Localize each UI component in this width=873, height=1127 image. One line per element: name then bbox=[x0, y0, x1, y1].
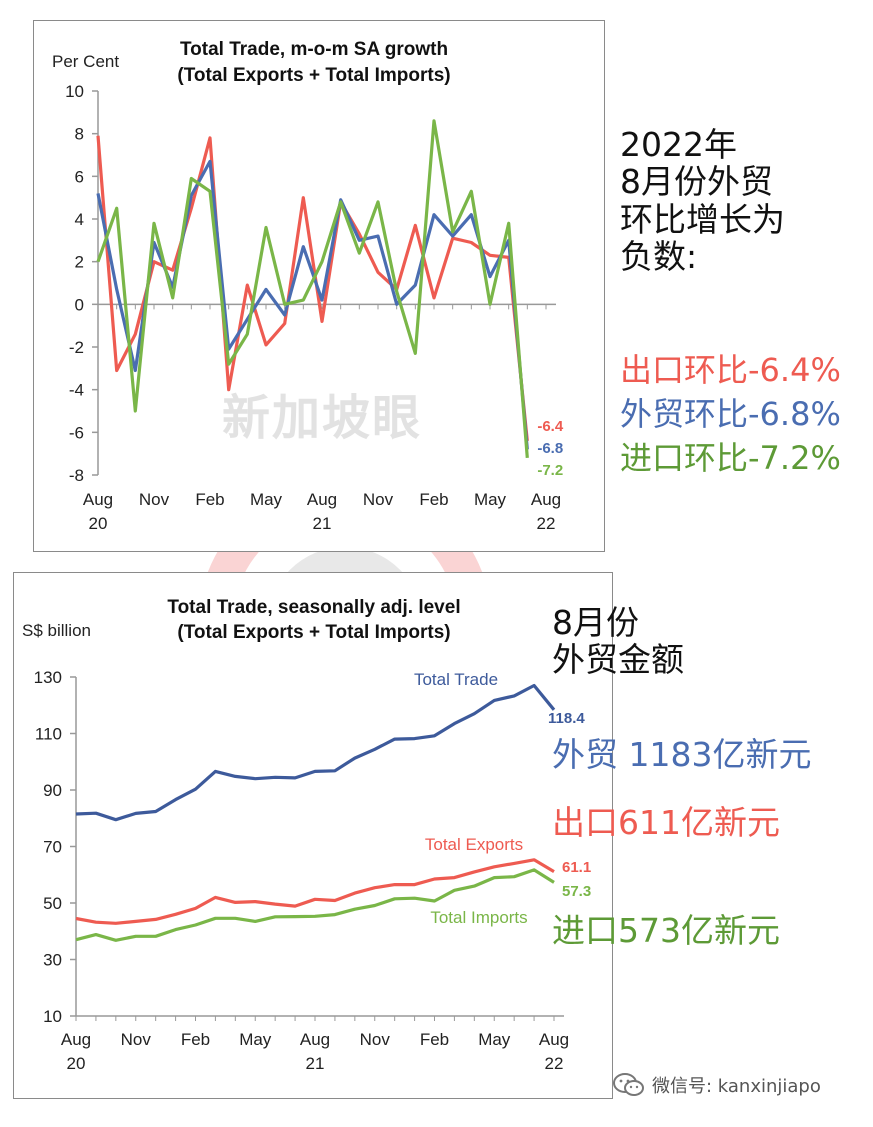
y-tick-label: 2 bbox=[75, 253, 84, 272]
x-tick-label: May bbox=[478, 1030, 511, 1049]
x-tick-year: 22 bbox=[545, 1054, 564, 1073]
x-tick-label: Feb bbox=[181, 1030, 210, 1049]
x-tick-label: Feb bbox=[195, 490, 224, 509]
y-tick-label: -8 bbox=[69, 466, 84, 485]
mom-heading: 2022年 8月份外贸 环比增长为 负数: bbox=[620, 125, 785, 276]
x-tick-label: Nov bbox=[121, 1030, 152, 1049]
x-tick-label: Feb bbox=[420, 1030, 449, 1049]
y-tick-label: 10 bbox=[43, 1007, 62, 1026]
x-tick-label: Aug bbox=[300, 1030, 330, 1049]
x-tick-label: Aug bbox=[83, 490, 113, 509]
x-tick-label: May bbox=[250, 490, 283, 509]
level-exports-note: 出口611亿新元 bbox=[552, 803, 780, 842]
y-tick-label: 0 bbox=[75, 295, 84, 314]
series-name-label: Total Trade bbox=[414, 670, 498, 689]
y-tick-label: 4 bbox=[75, 210, 84, 229]
x-tick-label: Aug bbox=[539, 1030, 569, 1049]
wechat-icon bbox=[613, 1073, 644, 1096]
mom-exports-note: 出口环比-6.4% bbox=[620, 351, 841, 389]
series-end-value: -6.8 bbox=[537, 440, 563, 457]
series-end-value: 57.3 bbox=[562, 883, 591, 900]
series-end-value: 61.1 bbox=[562, 859, 591, 876]
x-tick-year: 21 bbox=[313, 514, 332, 533]
wechat-footer: 微信号: kanxinjiapo bbox=[612, 1072, 821, 1098]
y-tick-label: 6 bbox=[75, 167, 84, 186]
x-tick-year: 20 bbox=[89, 514, 108, 533]
y-tick-label: -4 bbox=[69, 381, 84, 400]
y-tick-label: -2 bbox=[69, 338, 84, 357]
chart2-subtitle: (Total Exports + Total Imports) bbox=[177, 622, 450, 643]
x-tick-label: Nov bbox=[360, 1030, 391, 1049]
chart1-subtitle: (Total Exports + Total Imports) bbox=[177, 65, 450, 86]
chart2-series-line bbox=[75, 868, 555, 942]
x-tick-label: May bbox=[474, 490, 507, 509]
x-tick-label: Aug bbox=[61, 1030, 91, 1049]
series-name-label: Total Imports bbox=[430, 908, 527, 927]
mom-growth-chart-panel: Total Trade, m-o-m SA growth (Total Expo… bbox=[33, 20, 605, 552]
x-tick-year: 20 bbox=[67, 1054, 86, 1073]
y-tick-label: 10 bbox=[65, 82, 84, 101]
wechat-id: 微信号: kanxinjiapo bbox=[652, 1076, 821, 1097]
series-end-value: -6.4 bbox=[537, 418, 564, 435]
chart2-title: Total Trade, seasonally adj. level bbox=[167, 597, 460, 618]
level-trade-note: 外贸 1183亿新元 bbox=[552, 735, 812, 774]
series-end-value: 118.4 bbox=[548, 710, 585, 727]
x-tick-label: Feb bbox=[419, 490, 448, 509]
chart1-y-unit: Per Cent bbox=[52, 52, 119, 71]
chart1-series-line bbox=[96, 135, 529, 442]
y-tick-label: 30 bbox=[43, 951, 62, 970]
series-name-label: Total Exports bbox=[425, 835, 523, 854]
x-tick-label: May bbox=[239, 1030, 272, 1049]
mom-growth-chart: Total Trade, m-o-m SA growth (Total Expo… bbox=[52, 39, 564, 533]
y-tick-label: 130 bbox=[34, 668, 62, 687]
level-imports-note: 进口573亿新元 bbox=[552, 911, 780, 950]
x-tick-label: Nov bbox=[363, 490, 394, 509]
trade-level-chart-panel: Total Trade, seasonally adj. level (Tota… bbox=[13, 572, 613, 1099]
y-tick-label: 90 bbox=[43, 781, 62, 800]
chart2-y-unit: S$ billion bbox=[22, 621, 91, 640]
y-tick-label: 70 bbox=[43, 838, 62, 857]
chart2-series-line bbox=[75, 858, 555, 925]
chart2-series-line bbox=[75, 683, 556, 822]
mom-imports-note: 进口环比-7.2% bbox=[620, 439, 841, 477]
y-tick-label: 50 bbox=[43, 894, 62, 913]
level-heading: 8月份 外贸金额 bbox=[552, 603, 684, 680]
chart1-title: Total Trade, m-o-m SA growth bbox=[180, 39, 448, 60]
x-tick-label: Nov bbox=[139, 490, 170, 509]
x-tick-label: Aug bbox=[307, 490, 337, 509]
mom-trade-note: 外贸环比-6.8% bbox=[620, 395, 841, 433]
y-tick-label: 8 bbox=[75, 125, 84, 144]
trade-level-chart: Total Trade, seasonally adj. level (Tota… bbox=[22, 597, 591, 1073]
series-end-value: -7.2 bbox=[537, 462, 563, 479]
x-tick-year: 21 bbox=[306, 1054, 325, 1073]
x-tick-label: Aug bbox=[531, 490, 561, 509]
y-tick-label: -6 bbox=[69, 423, 84, 442]
chart1-series-line bbox=[96, 119, 529, 459]
y-tick-label: 110 bbox=[35, 725, 62, 744]
watermark-text: 新加坡眼 bbox=[222, 390, 423, 446]
x-tick-year: 22 bbox=[537, 514, 556, 533]
